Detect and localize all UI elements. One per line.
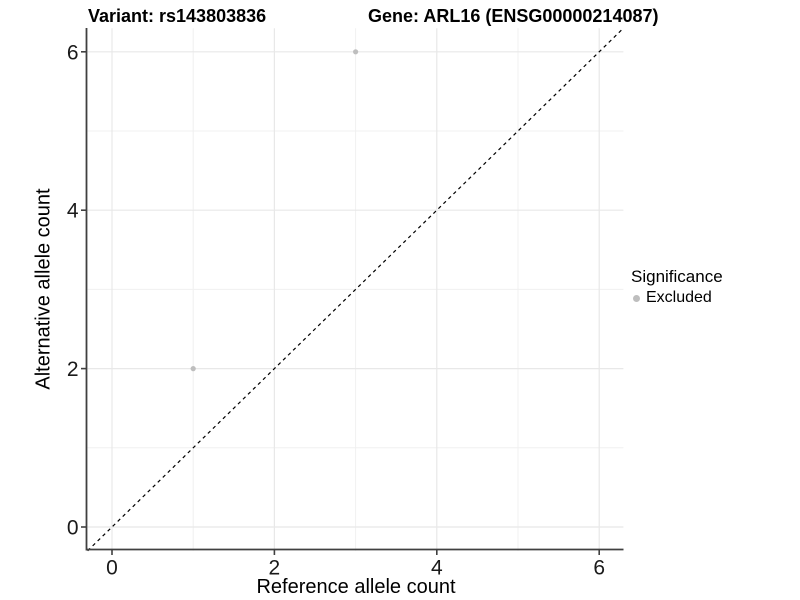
data-point: [190, 366, 196, 372]
data-points: [190, 49, 359, 372]
x-tick-label: 0: [106, 557, 118, 580]
identity-line: [87, 27, 624, 552]
y-tick-label: 6: [67, 41, 79, 64]
y-tick-label: 0: [67, 517, 79, 540]
x-tick-label: 6: [593, 557, 605, 580]
y-tick-label: 2: [67, 358, 79, 381]
x-tick-label: 4: [431, 557, 443, 580]
legend-item-excluded: Excluded: [631, 288, 796, 308]
variant-title: Variant: rs143803836: [88, 6, 267, 26]
y-tick-label: 4: [67, 200, 79, 223]
x-axis-title: Reference allele count: [256, 576, 456, 598]
legend: Significance Excluded: [631, 266, 796, 308]
y-axis-title: Alternative allele count: [32, 188, 55, 390]
legend-title: Significance: [631, 267, 723, 286]
axis-tick-labels: 0 2 4 6 0 2 4 6: [67, 41, 605, 579]
data-point: [353, 49, 359, 55]
x-tick-label: 2: [269, 557, 281, 580]
excluded-point-swatch-icon: [633, 294, 640, 302]
identity-reference-line: [87, 27, 624, 552]
gene-title: Gene: ARL16 (ENSG00000214087): [368, 6, 659, 26]
legend-item-label: Excluded: [646, 289, 712, 306]
axis-ticks: [81, 50, 601, 555]
